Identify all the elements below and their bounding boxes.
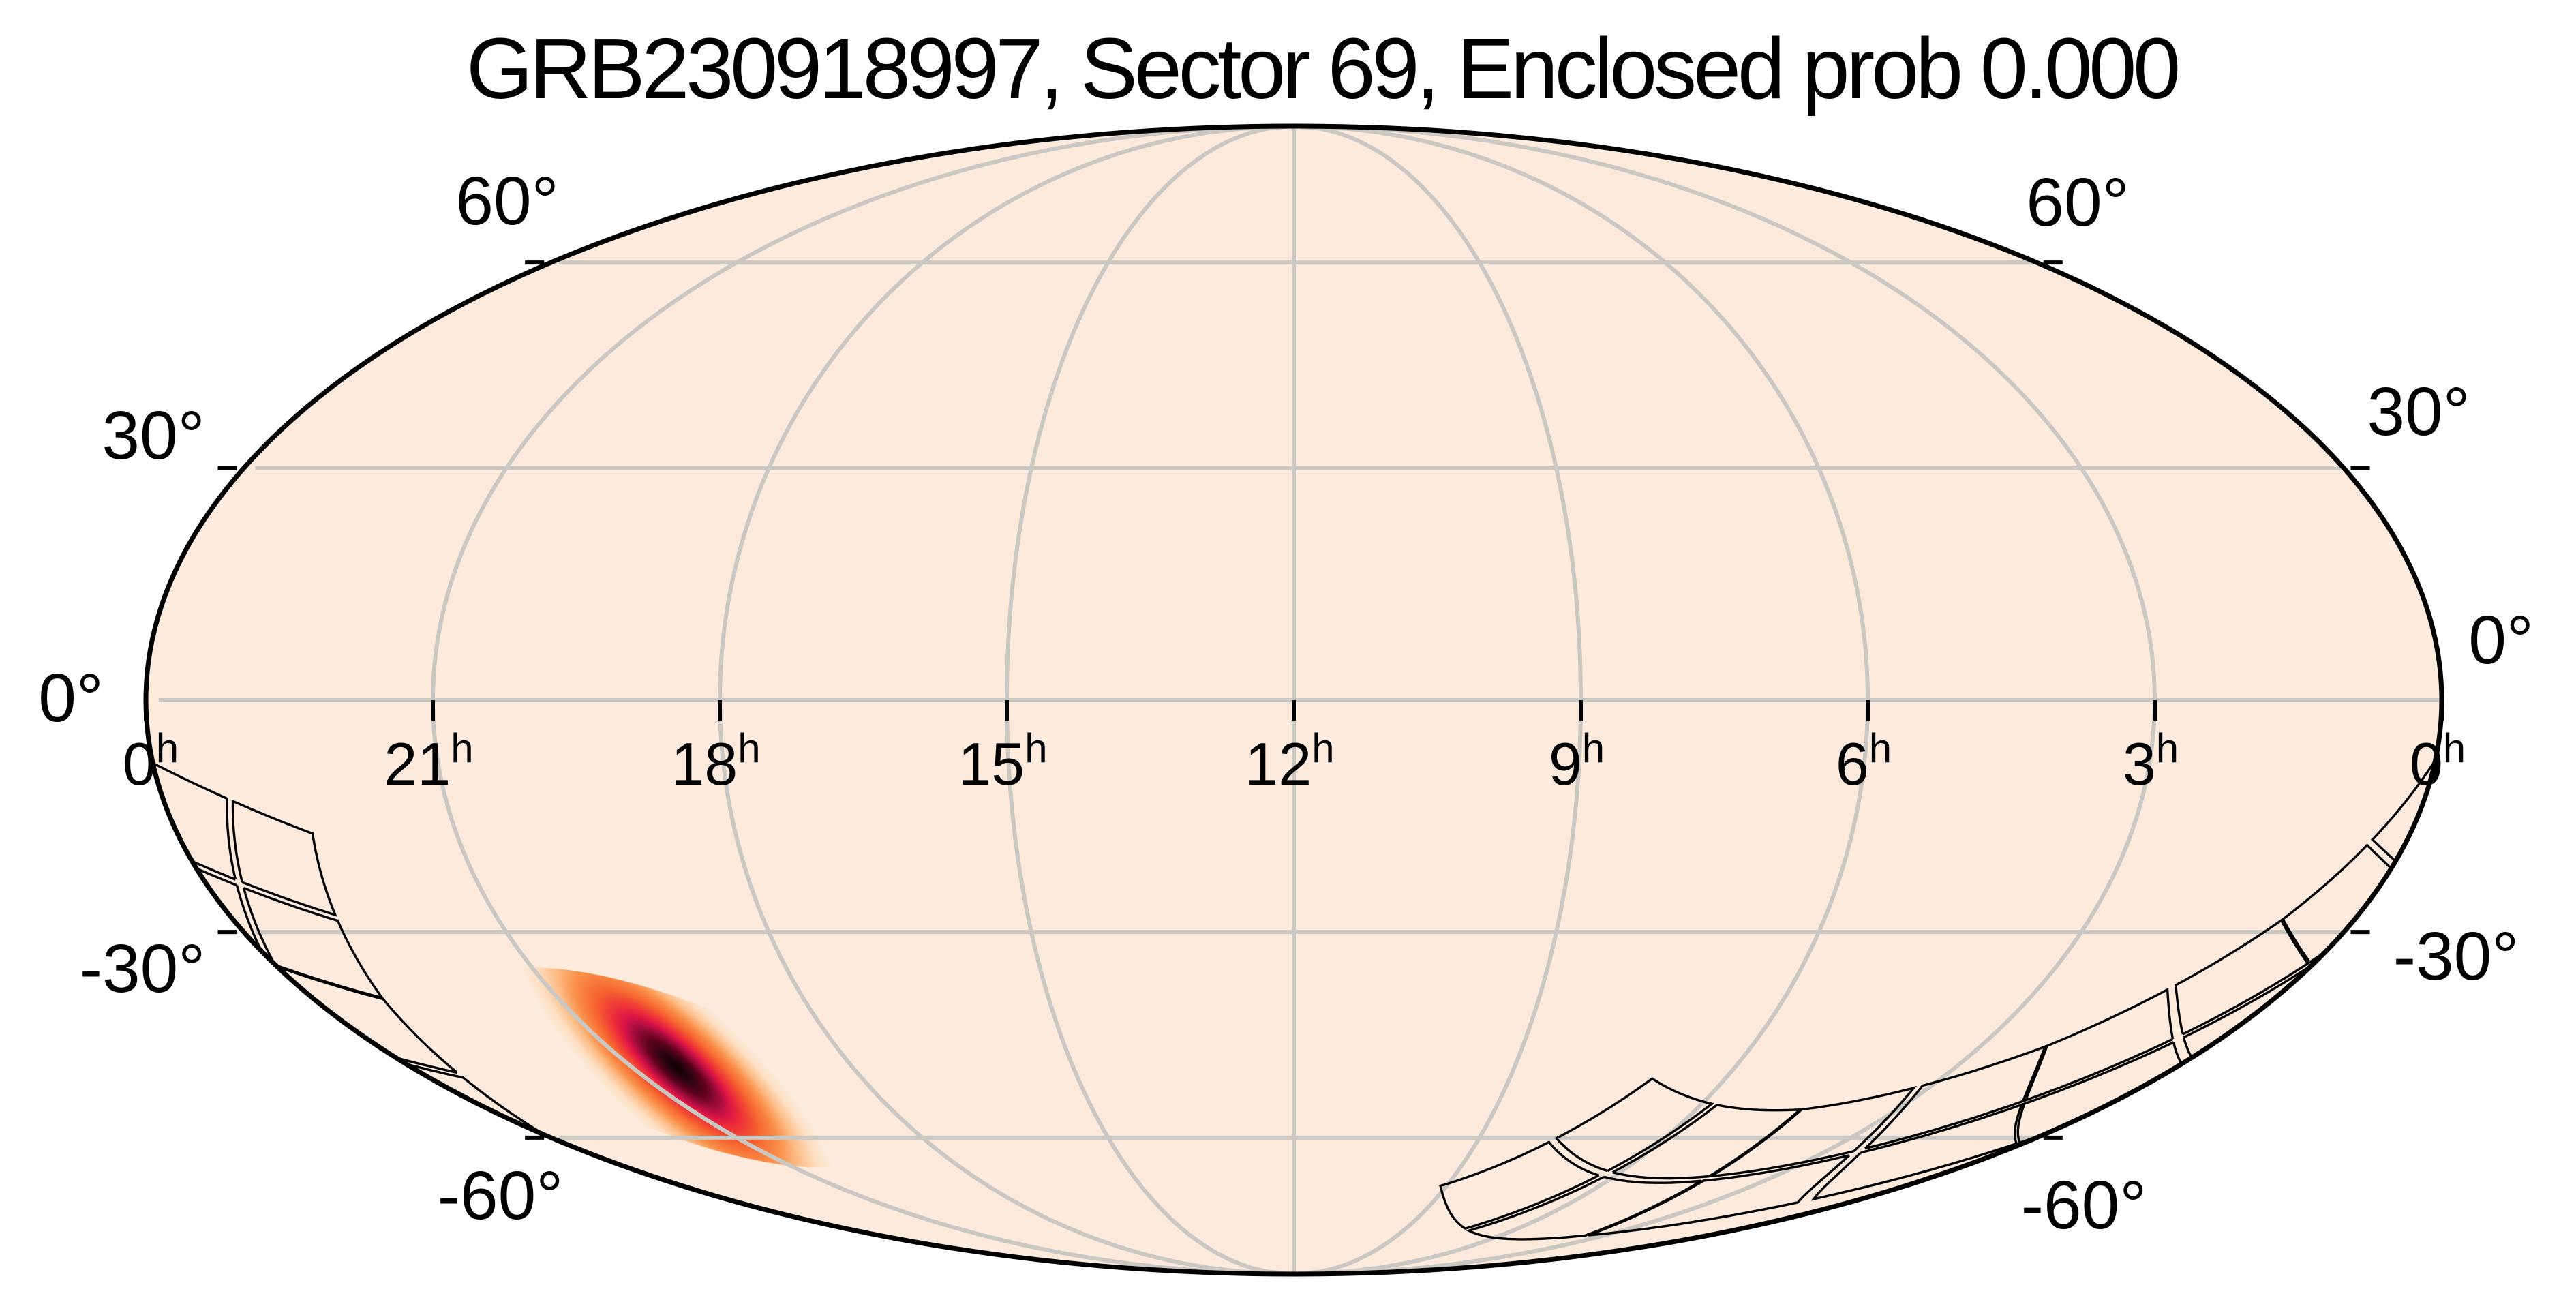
- svg-text:30°: 30°: [2367, 374, 2470, 450]
- svg-text:6h: 6h: [1836, 725, 1892, 798]
- svg-text:-30°: -30°: [2393, 918, 2519, 995]
- svg-text:-60°: -60°: [2021, 1167, 2147, 1243]
- svg-text:0°: 0°: [2468, 602, 2534, 678]
- svg-text:GRB230918997, Sector 69, Enclo: GRB230918997, Sector 69, Enclosed prob 0…: [466, 20, 2178, 117]
- svg-text:0°: 0°: [38, 660, 104, 736]
- svg-text:-60°: -60°: [438, 1158, 564, 1234]
- svg-text:60°: 60°: [455, 163, 558, 239]
- svg-text:-30°: -30°: [80, 931, 206, 1007]
- svg-text:30°: 30°: [102, 397, 204, 474]
- svg-text:60°: 60°: [2026, 164, 2129, 241]
